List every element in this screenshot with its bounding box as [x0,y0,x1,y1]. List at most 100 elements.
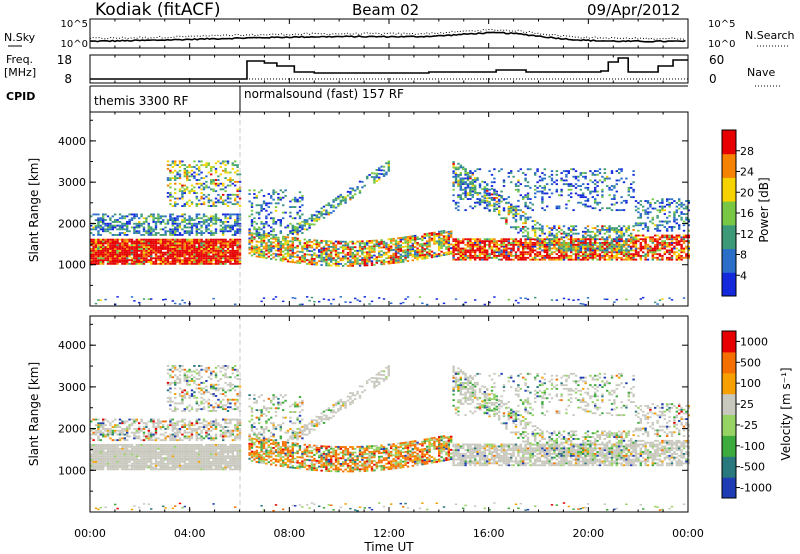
power-cell [622,251,626,254]
power-cell [560,229,563,231]
power-cell [370,262,374,265]
power-cell [505,255,508,257]
power-cell [198,182,201,185]
power-cell [495,194,498,197]
power-cell [541,198,544,200]
power-cell [678,258,681,261]
power-cell [150,240,153,243]
power-cell [452,161,455,163]
power-cell [272,217,275,220]
power-cell [490,251,494,254]
power-cell [478,251,482,254]
power-cell [668,238,671,241]
power-cell [565,236,568,239]
power-cell [618,251,621,254]
power-cell [296,226,299,229]
power-cell [226,244,230,247]
power-cell [469,198,472,200]
power-cell [104,224,107,227]
power-cell [181,192,184,194]
power-cell [229,197,232,200]
power-cell [195,215,198,218]
power-cell [250,206,254,208]
power-cell [277,236,280,239]
power-cell [195,257,198,260]
power-cell [178,248,182,250]
power-cell [526,242,530,244]
power-cell [481,253,484,256]
power-cell [162,253,165,256]
power-cell [234,232,237,234]
power-cell [130,248,134,250]
power-cell [483,245,486,248]
power-cell [548,240,551,243]
power-cell [423,257,426,260]
power-cell [562,255,566,257]
power-cell [625,258,628,261]
power-cell [529,247,532,250]
power-cell [169,182,172,185]
power-cell [171,222,174,225]
power-cell [418,249,422,251]
power-cell [630,236,633,239]
power-cell [162,244,165,247]
power-cell [678,234,681,237]
power-cell [488,301,491,304]
power-cell [644,213,647,215]
power-cell [282,239,285,242]
power-cell [634,243,638,246]
power-cell [685,205,688,208]
power-cell [632,249,635,252]
power-cell [118,221,122,223]
power-cell [670,251,674,254]
power-cell [150,249,153,252]
power-cell [354,261,357,263]
power-cell [178,162,182,165]
power-cell [303,260,306,263]
power-cell [519,297,522,299]
power-cell [558,225,561,228]
power-cell [486,243,489,246]
power-cell [205,248,208,250]
power-cell [606,251,609,254]
power-cell [212,257,215,260]
power-cell [646,211,650,214]
power-cell [411,248,414,251]
power-cell [598,201,602,204]
power-cell [207,255,210,258]
power-cell [666,236,669,239]
power-cell [126,238,129,241]
power-cell [188,230,191,233]
power-cell [598,168,602,171]
power-cell [279,232,282,234]
power-cell [142,261,146,263]
power-cell [92,259,95,262]
power-cell [318,212,321,215]
power-cell [282,258,285,260]
power-cell [212,166,215,168]
power-cell [147,242,150,245]
velocity-cell [99,462,102,465]
power-cell [610,255,614,257]
power-cell [560,256,563,259]
power-cell [507,213,510,216]
power-cell [433,242,436,245]
power-cell [534,258,537,261]
power-cell [236,232,239,234]
power-cell [639,200,642,202]
power-cell [474,253,477,256]
power-cell [174,182,177,185]
power-cell [558,245,561,248]
power-cell [92,261,95,263]
power-cell [138,255,141,258]
power-cell [649,249,652,252]
power-cell [169,228,172,231]
power-cell [500,238,503,241]
power-cell [128,230,131,233]
power-cell [637,247,640,250]
power-cell [140,255,143,258]
power-cell [452,172,455,175]
velocity-cell [94,462,98,465]
power-cell [193,177,196,180]
power-cell [118,242,122,245]
